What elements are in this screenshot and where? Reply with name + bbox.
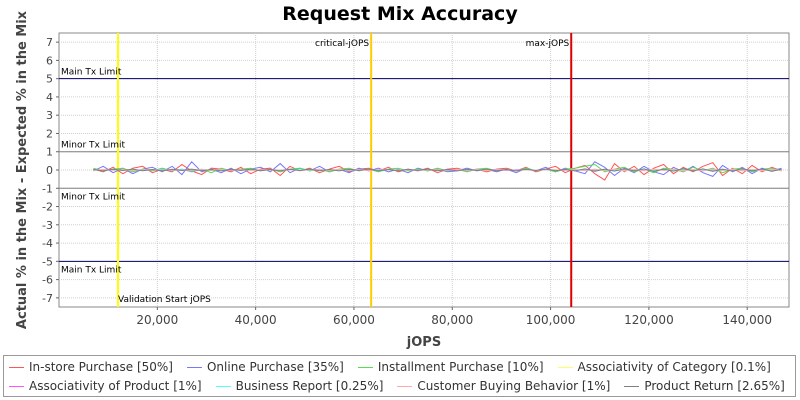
y-tick-label: -5 (42, 255, 53, 268)
legend-label: Associativity of Product [1%] (29, 379, 202, 393)
legend-row-2: Associativity of Product [1%] Business Re… (4, 377, 794, 395)
legend-swatch (215, 385, 231, 387)
y-tick-label: 1 (46, 146, 53, 159)
legend-label: Associativity of Category [0.1%] (577, 360, 771, 374)
y-tick-label: 7 (46, 36, 53, 49)
x-tick-label: 60,000 (333, 313, 375, 327)
legend-item: In-store Purchase [50%] (9, 360, 173, 374)
y-tick-label: 5 (46, 73, 53, 86)
legend-swatch (557, 366, 573, 368)
y-tick-label: -4 (42, 237, 53, 250)
legend-label: Product Return [2.65%] (644, 379, 785, 393)
legend-swatch (397, 385, 413, 387)
legend-item: Installment Purchase [10%] (357, 360, 544, 374)
series-line (93, 163, 782, 174)
x-tick-label: 120,000 (624, 313, 674, 327)
legend-swatch (186, 366, 202, 368)
legend-item: Associativity of Category [0.1%] (557, 360, 771, 374)
y-tick-label: 6 (46, 54, 53, 67)
x-tick-label: 100,000 (526, 313, 576, 327)
series-line (93, 168, 782, 172)
limit-line-label: Main Tx Limit (61, 265, 122, 275)
chart-title: Request Mix Accuracy (282, 3, 518, 25)
limit-line-label: Minor Tx Limit (61, 192, 126, 202)
y-tick-label: -3 (42, 219, 53, 232)
marker-line-label: Validation Start jOPS (118, 295, 211, 305)
x-tick-label: 20,000 (136, 313, 178, 327)
limit-line-label: Minor Tx Limit (61, 141, 126, 151)
y-axis-label: Actual % in the Mix - Expected % in the … (15, 10, 30, 329)
y-tick-label: 2 (46, 127, 53, 140)
x-axis-label: jOPS (406, 335, 441, 350)
legend-item: Associativity of Product [1%] (9, 379, 202, 393)
y-tick-label: -2 (42, 201, 53, 214)
legend-swatch (357, 366, 373, 368)
legend-item: Business Report [0.25%] (215, 379, 384, 393)
legend-row-1: In-store Purchase [50%] Online Purchase [… (4, 358, 780, 376)
limit-line-label: Main Tx Limit (61, 68, 122, 78)
legend-swatch (624, 385, 640, 387)
legend-swatch (9, 385, 24, 387)
y-tick-label: 0 (46, 164, 53, 177)
marker-line-label: critical-jOPS (315, 39, 369, 49)
legend-label: Customer Buying Behavior [1%] (417, 379, 611, 393)
legend-item: Customer Buying Behavior [1%] (397, 379, 610, 393)
legend-label: Online Purchase [35%] (206, 360, 344, 374)
x-tick-label: 80,000 (431, 313, 473, 327)
y-tick-label: -7 (42, 292, 53, 305)
legend-label: Business Report [0.25%] (235, 379, 384, 393)
y-tick-label: 4 (46, 91, 53, 104)
legend-label: Installment Purchase [10%] (377, 360, 544, 374)
x-tick-label: 140,000 (722, 313, 772, 327)
marker-line-label: max-jOPS (526, 39, 570, 49)
legend-swatch (9, 366, 24, 368)
legend: In-store Purchase [50%] Online Purchase [… (3, 355, 796, 397)
legend-label: In-store Purchase [50%] (29, 360, 173, 374)
x-tick-label: 40,000 (235, 313, 277, 327)
y-tick-label: -6 (42, 274, 53, 287)
y-tick-label: 3 (46, 109, 53, 122)
legend-item: Online Purchase [35%] (186, 360, 344, 374)
y-tick-label: -1 (42, 182, 53, 195)
legend-item: Product Return [2.65%] (624, 379, 785, 393)
